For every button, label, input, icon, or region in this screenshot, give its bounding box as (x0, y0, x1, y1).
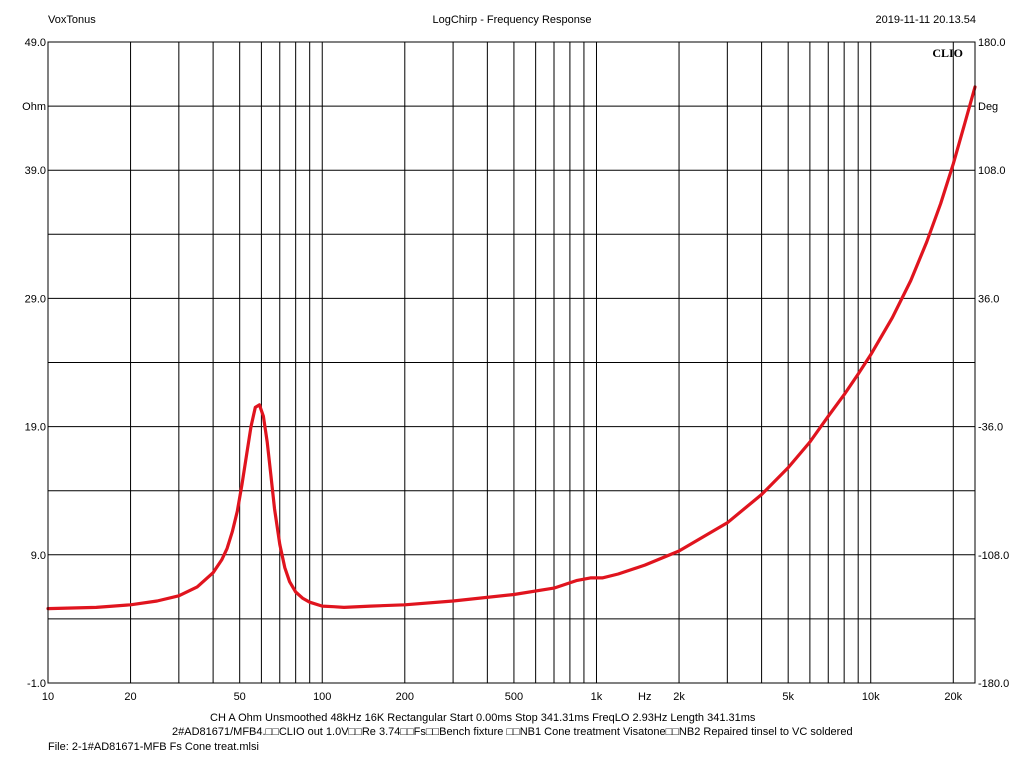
app-name: VoxTonus (48, 14, 96, 26)
y2-axis-label: Deg (978, 101, 998, 113)
y-tick-label: 19.0 (25, 422, 46, 434)
clio-logo: CLIO (932, 46, 963, 60)
file-name: File: 2-1#AD81671-MFB Fs Cone treat.mlsi (48, 741, 259, 753)
measurement-settings: CH A Ohm Unsmoothed 48kHz 16K Rectangula… (210, 712, 756, 724)
y2-tick-label: -108.0 (978, 550, 1009, 562)
x-tick-label: 20 (124, 691, 136, 703)
x-tick-label: 10k (862, 691, 880, 703)
y-tick-label: -1.0 (27, 678, 46, 690)
x-tick-label: 50 (234, 691, 246, 703)
x-tick-label: 2k (673, 691, 685, 703)
measurement-notes: 2#AD81671/MFB4.□□CLIO out 1.0V□□Re 3.74□… (172, 726, 853, 738)
y2-tick-label: -180.0 (978, 678, 1009, 690)
y-tick-label: 49.0 (25, 37, 46, 49)
x-tick-label: 1k (591, 691, 603, 703)
axis-labels: 10 20 50 100 200 500 1k 2k 5k 10k 20k Hz 49.0 39.0 29.… (22, 37, 1009, 703)
impedance-curve (46, 85, 977, 611)
x-axis-label: Hz (638, 691, 651, 703)
y-tick-label: 29.0 (25, 293, 46, 305)
x-tick-label: 10 (42, 691, 54, 703)
y-axis-label: Ohm (22, 101, 46, 113)
x-tick-label: 100 (313, 691, 331, 703)
chart-title: LogChirp - Frequency Response (432, 14, 592, 26)
y2-tick-label: 108.0 (978, 165, 1006, 177)
x-tick-label: 5k (782, 691, 794, 703)
y-tick-label: 39.0 (25, 165, 46, 177)
grid (48, 42, 975, 683)
x-tick-label: 20k (944, 691, 962, 703)
x-tick-label: 500 (505, 691, 523, 703)
series-layer (46, 85, 977, 611)
y2-tick-label: 180.0 (978, 37, 1006, 49)
x-tick-label: 200 (396, 691, 414, 703)
y2-tick-label: 36.0 (978, 293, 999, 305)
y-tick-label: 9.0 (31, 550, 46, 562)
timestamp: 2019-11-11 20.13.54 (875, 14, 976, 26)
y2-tick-label: -36.0 (978, 422, 1003, 434)
plot-frame (47, 41, 976, 684)
